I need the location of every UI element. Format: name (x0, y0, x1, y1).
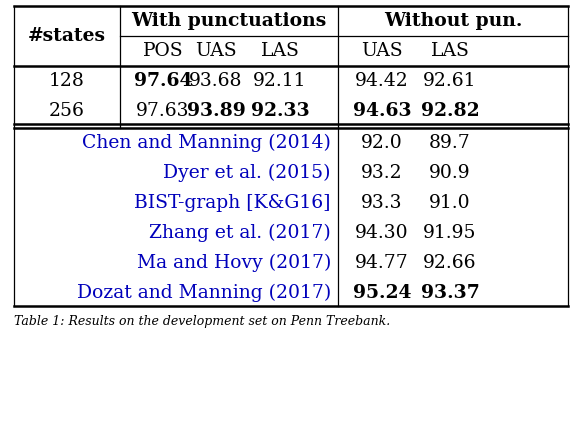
Text: 92.66: 92.66 (423, 254, 477, 271)
Text: 93.89: 93.89 (187, 102, 246, 120)
Text: 91.95: 91.95 (423, 224, 477, 241)
Text: Chen and Manning (2014): Chen and Manning (2014) (82, 133, 331, 151)
Text: LAS: LAS (431, 42, 469, 60)
Text: UAS: UAS (195, 42, 237, 60)
Text: 95.24: 95.24 (353, 284, 412, 301)
Text: 94.77: 94.77 (355, 254, 409, 271)
Text: 91.0: 91.0 (429, 194, 471, 211)
Text: UAS: UAS (361, 42, 403, 60)
Text: Ma and Hovy (2017): Ma and Hovy (2017) (136, 253, 331, 272)
Text: 93.68: 93.68 (189, 72, 243, 90)
Text: BIST-graph [K&G16]: BIST-graph [K&G16] (135, 194, 331, 211)
Text: Dozat and Manning (2017): Dozat and Manning (2017) (77, 284, 331, 302)
Text: 93.3: 93.3 (361, 194, 403, 211)
Text: Without pun.: Without pun. (384, 12, 522, 30)
Text: LAS: LAS (261, 42, 299, 60)
Text: POS: POS (143, 42, 183, 60)
Text: 97.64: 97.64 (134, 72, 192, 90)
Text: 93.2: 93.2 (361, 163, 403, 181)
Text: 92.82: 92.82 (421, 102, 479, 120)
Text: Table 1: Results on the development set on Penn Treebank.: Table 1: Results on the development set … (14, 314, 390, 327)
Text: 94.63: 94.63 (353, 102, 412, 120)
Text: 92.61: 92.61 (423, 72, 477, 90)
Text: 92.11: 92.11 (253, 72, 307, 90)
Text: Zhang et al. (2017): Zhang et al. (2017) (149, 223, 331, 242)
Text: #states: #states (28, 27, 106, 45)
Text: 97.63: 97.63 (136, 102, 190, 120)
Text: 128: 128 (49, 72, 85, 90)
Text: 256: 256 (49, 102, 85, 120)
Text: With punctuations: With punctuations (131, 12, 327, 30)
Text: 94.42: 94.42 (355, 72, 409, 90)
Text: 94.30: 94.30 (355, 224, 409, 241)
Text: 93.37: 93.37 (421, 284, 479, 301)
Text: Dyer et al. (2015): Dyer et al. (2015) (164, 163, 331, 181)
Text: 89.7: 89.7 (429, 133, 471, 151)
Text: 90.9: 90.9 (429, 163, 471, 181)
Text: 92.33: 92.33 (251, 102, 309, 120)
Text: 92.0: 92.0 (361, 133, 403, 151)
